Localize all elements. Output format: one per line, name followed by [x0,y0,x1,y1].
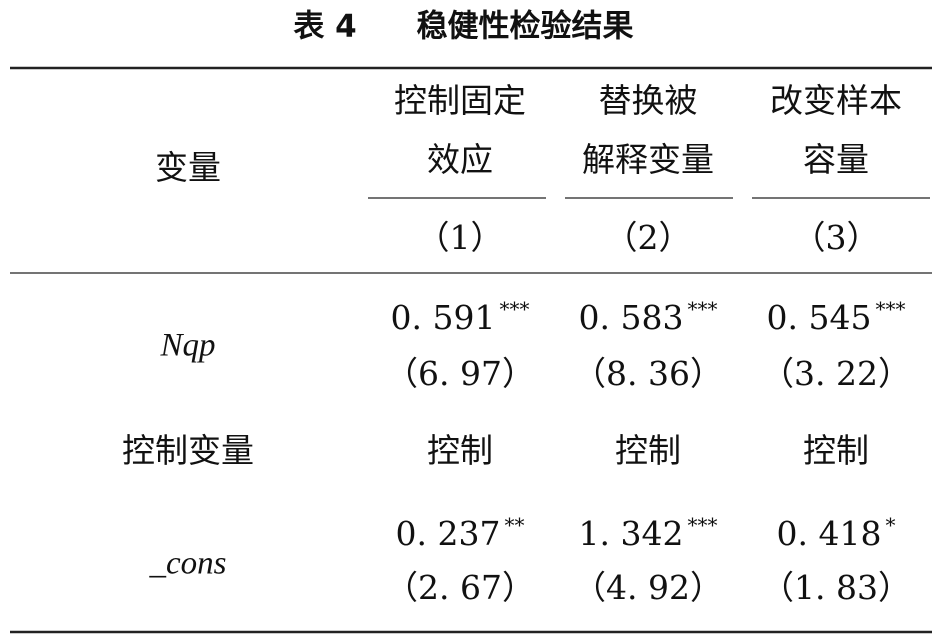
significance-stars: *** [687,297,717,321]
column-name: 改变样本 [770,81,902,120]
coef: 0. 583 [579,298,684,337]
cell-coef: 0. 591 *** [391,297,530,338]
column-name: 替换被 [599,81,698,120]
table-number: 表 4 [293,9,356,45]
cell-t: （8. 36） [573,354,723,393]
row-label: Nqp [159,328,215,364]
cell-text: 控制 [427,431,493,470]
coef: 0. 418 [777,514,882,553]
column-name: 控制固定 [394,81,526,120]
significance-stars: *** [687,513,717,537]
cell-text: 控制 [803,431,869,470]
cell-coef: 0. 545 *** [767,297,906,338]
cell-coef: 0. 237 ** [396,513,525,554]
column-number: （3） [793,218,880,257]
column-number: （2） [605,218,692,257]
cell-coef: 1. 342 *** [579,513,718,554]
coef: 0. 237 [396,514,501,553]
coef: 1. 342 [579,514,684,553]
column-name: 效应 [427,140,493,179]
significance-stars: ** [504,513,524,537]
coef: 0. 591 [391,298,496,337]
table-title: 稳健性检验结果 [417,9,634,45]
row-label: _cons [149,546,227,582]
cell-t: （1. 83） [761,568,911,607]
significance-stars: * [885,513,895,537]
cell-t: （3. 22） [761,354,911,393]
column-name: 容量 [803,140,869,179]
cell-text: 控制 [615,431,681,470]
cell-t: （4. 92） [573,568,723,607]
cell-coef: 0. 583 *** [579,297,718,338]
header-label: 变量 [155,148,221,187]
significance-stars: *** [499,297,529,321]
row-label: 控制变量 [122,431,254,470]
significance-stars: *** [875,297,905,321]
cell-t: （6. 97） [385,354,535,393]
column-number: （1） [417,218,504,257]
cell-coef: 0. 418 * [777,513,896,554]
cell-t: （2. 67） [385,568,535,607]
coef: 0. 545 [767,298,872,337]
column-name: 解释变量 [582,140,714,179]
